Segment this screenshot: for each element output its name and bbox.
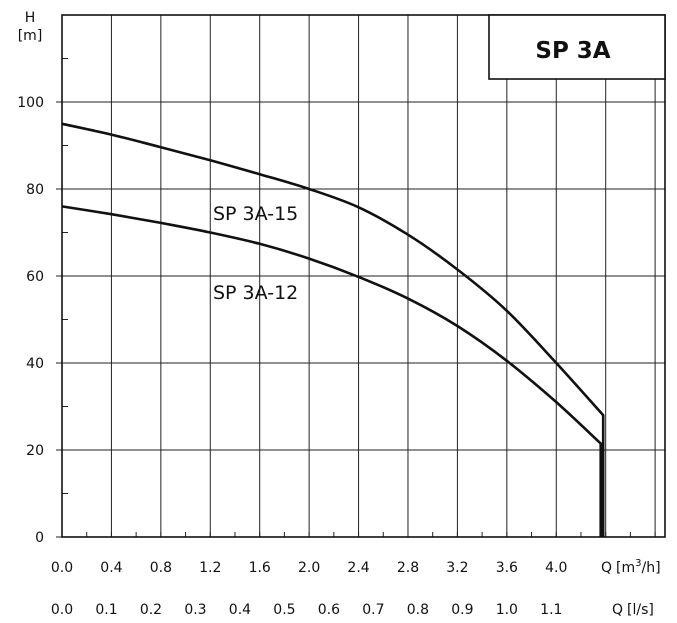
y-tick-label: 100 xyxy=(17,95,44,111)
x-tick-label: 1.2 xyxy=(199,560,221,576)
x-axis-primary-symbol: Q xyxy=(601,560,612,576)
x-tick-label: 2.4 xyxy=(347,560,369,576)
minor-ticks xyxy=(56,58,656,538)
chart-title: SP 3A xyxy=(535,38,610,64)
x2-tick-label: 0.5 xyxy=(273,602,295,618)
y-axis-unit: [m] xyxy=(18,28,43,44)
y-tick-label: 80 xyxy=(26,182,44,198)
curve-sp3a-15 xyxy=(61,122,605,537)
x-tick-labels-ls: 0.0 0.1 0.2 0.3 0.4 0.5 0.6 0.7 0.8 0.9 1.0 1.1 xyxy=(51,602,563,618)
y-axis-symbol: H xyxy=(25,10,36,26)
y-tick-label: 60 xyxy=(26,269,44,285)
x2-tick-label: 0.6 xyxy=(318,602,340,618)
x-tick-label: 3.2 xyxy=(446,560,468,576)
series-label-sp3a-15: SP 3A-15 xyxy=(213,203,298,225)
x2-tick-label: 0.2 xyxy=(140,602,162,618)
x2-tick-label: 0.8 xyxy=(407,602,429,618)
grid xyxy=(62,15,665,537)
y-tick-labels: 0 20 40 60 80 100 xyxy=(17,95,44,546)
x-tick-label: 0.0 xyxy=(51,560,73,576)
x2-tick-label: 0.7 xyxy=(362,602,384,618)
x-tick-label: 1.6 xyxy=(249,560,271,576)
x-tick-labels-m3h: 0.0 0.4 0.8 1.2 1.6 2.0 2.4 2.8 3.2 3.6 4.0 xyxy=(51,560,568,576)
y-tick-label: 40 xyxy=(26,356,44,372)
y-tick-label: 0 xyxy=(35,530,44,546)
x-tick-label: 2.8 xyxy=(397,560,419,576)
x-axis-secondary-symbol: Q xyxy=(612,602,623,618)
x-tick-label: 2.0 xyxy=(298,560,320,576)
x-axis-primary-unit: [m3/h] xyxy=(616,558,661,576)
title-box: SP 3A xyxy=(488,14,666,80)
curve-sp3a-12 xyxy=(61,205,602,537)
x2-tick-label: 0.0 xyxy=(51,602,73,618)
plot-frame xyxy=(61,14,666,538)
x2-tick-label: 0.1 xyxy=(95,602,117,618)
x-tick-label: 3.6 xyxy=(496,560,518,576)
x-tick-label: 0.8 xyxy=(150,560,172,576)
title-box-frame xyxy=(488,14,666,80)
x2-tick-label: 1.0 xyxy=(496,602,518,618)
x2-tick-label: 0.4 xyxy=(229,602,251,618)
x2-tick-label: 1.1 xyxy=(540,602,562,618)
x2-tick-label: 0.9 xyxy=(451,602,473,618)
series-label-sp3a-12: SP 3A-12 xyxy=(213,282,298,304)
x-axis-secondary-unit: [l/s] xyxy=(627,602,654,618)
x-tick-label: 0.4 xyxy=(100,560,122,576)
x2-tick-label: 0.3 xyxy=(184,602,206,618)
curves xyxy=(61,122,605,537)
y-tick-label: 20 xyxy=(26,443,44,459)
x-tick-label: 4.0 xyxy=(545,560,567,576)
